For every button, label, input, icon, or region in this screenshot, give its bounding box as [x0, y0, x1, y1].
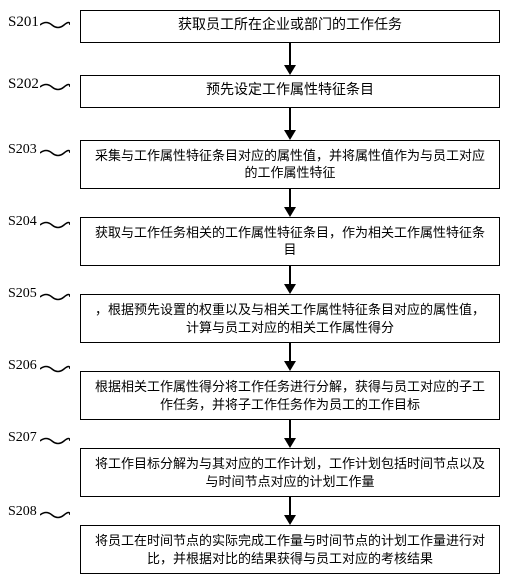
step-text: 采集与工作属性特征条目对应的属性值，并将属性值作为与员工对应的工作属性特征 [91, 147, 489, 182]
step-text: 将工作目标分解为与其对应的工作计划，工作计划包括时间节点以及与时间节点对应的计划… [91, 455, 489, 490]
arrow-down [284, 266, 296, 294]
step-text: 获取与工作任务相关的工作属性特征条目，作为相关工作属性特征条目 [91, 224, 489, 259]
step-box-s207: 将工作目标分解为与其对应的工作计划，工作计划包括时间节点以及与时间节点对应的计划… [80, 448, 500, 497]
step-box-s205: ，根据预先设置的权重以及与相关工作属性特征条目对应的属性值，计算与员工对应的相关… [80, 294, 500, 343]
arrow-down [284, 343, 296, 371]
squiggle-connector [40, 80, 70, 94]
step-text: 将员工在时间节点的实际完成工作量与时间节点的计划工作量进行对比，并根据对比的结果… [91, 532, 489, 567]
step-box-s202: 预先设定工作属性特征条目 [80, 75, 500, 108]
arrow-down [284, 189, 296, 217]
step-label-s204: S204 [8, 214, 37, 230]
arrow-down [284, 43, 296, 75]
squiggle-connector [40, 218, 70, 232]
arrow-down [284, 420, 296, 448]
step-text: 根据相关工作属性得分将工作任务进行分解，获得与员工对应的子工作任务，并将子工作任… [91, 378, 489, 413]
step-box-s206: 根据相关工作属性得分将工作任务进行分解，获得与员工对应的子工作任务，并将子工作任… [80, 371, 500, 420]
step-text: 获取员工所在企业或部门的工作任务 [178, 17, 402, 36]
step-label-s203: S203 [8, 142, 37, 158]
step-label-s202: S202 [8, 76, 39, 93]
step-box-s208: 将员工在时间节点的实际完成工作量与时间节点的计划工作量进行对比，并根据对比的结果… [80, 525, 500, 574]
squiggle-connector [40, 362, 70, 376]
squiggle-connector [40, 18, 70, 32]
step-label-s205: S205 [8, 286, 37, 302]
squiggle-connector [40, 434, 70, 448]
squiggle-connector [40, 146, 70, 160]
arrow-down [284, 497, 296, 525]
step-text: 预先设定工作属性特征条目 [206, 82, 374, 101]
step-label-s206: S206 [8, 358, 37, 374]
step-label-s207: S207 [8, 430, 37, 446]
step-label-s201: S201 [8, 14, 39, 31]
squiggle-connector [40, 508, 70, 522]
step-text: ，根据预先设置的权重以及与相关工作属性特征条目对应的属性值，计算与员工对应的相关… [91, 301, 489, 336]
step-box-s204: 获取与工作任务相关的工作属性特征条目，作为相关工作属性特征条目 [80, 217, 500, 266]
arrow-down [284, 108, 296, 140]
flowchart-container: 获取员工所在企业或部门的工作任务预先设定工作属性特征条目采集与工作属性特征条目对… [70, 10, 510, 574]
squiggle-connector [40, 290, 70, 304]
step-box-s201: 获取员工所在企业或部门的工作任务 [80, 10, 500, 43]
step-label-s208: S208 [8, 504, 37, 520]
step-box-s203: 采集与工作属性特征条目对应的属性值，并将属性值作为与员工对应的工作属性特征 [80, 140, 500, 189]
